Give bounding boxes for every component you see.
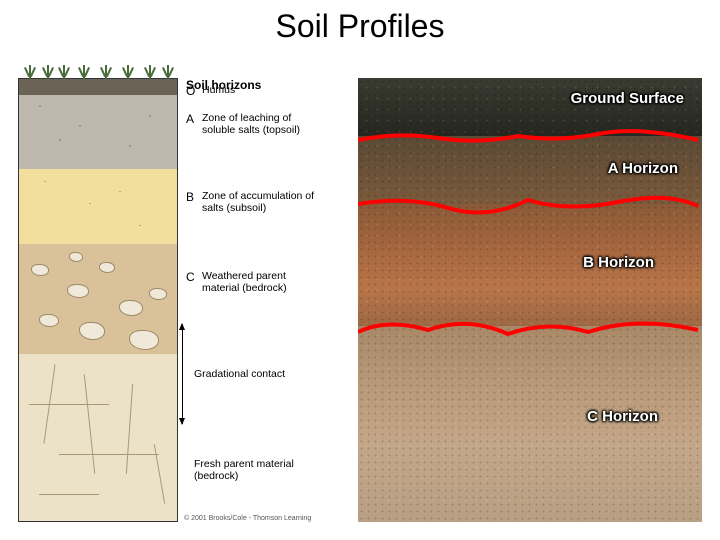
- soil-column-diagram: [18, 78, 178, 522]
- photo-label-c: C Horizon: [587, 408, 658, 425]
- layer-topsoil: [19, 95, 177, 169]
- horizon-letter: A: [186, 112, 202, 126]
- layer-weathered: [19, 244, 177, 354]
- page-title: Soil Profiles: [0, 0, 720, 45]
- boundary-line: [358, 190, 702, 220]
- photo-label-ground: Ground Surface: [571, 90, 684, 107]
- soil-photo: Ground Surface A Horizon B Horizon C Hor…: [358, 78, 702, 522]
- gradational-label: Gradational contact: [194, 368, 285, 380]
- horizon-letter: O: [186, 84, 202, 98]
- horizon-labels-column: Soil horizons O Humus A Zone of leaching…: [178, 78, 358, 522]
- photo-label-a: A Horizon: [608, 160, 678, 177]
- horizon-desc: Zone of leaching of soluble salts (topso…: [202, 112, 322, 136]
- horizon-desc: Weathered parent material (bedrock): [202, 270, 322, 294]
- plants-row: [19, 63, 177, 79]
- horizon-row-B: B Zone of accumulation of salts (subsoil…: [186, 190, 332, 214]
- horizon-row-O: O Humus: [186, 84, 235, 98]
- copyright-text: © 2001 Brooks/Cole - Thomson Learning: [184, 515, 311, 522]
- layer-humus: [19, 79, 177, 95]
- content-area: Soil horizons O Humus A Zone of leaching…: [18, 78, 702, 522]
- layer-fresh: [19, 354, 177, 521]
- gradational-arrow-icon: [182, 324, 183, 424]
- horizon-letter: B: [186, 190, 202, 204]
- horizon-row-A: A Zone of leaching of soluble salts (top…: [186, 112, 322, 136]
- boundary-line: [358, 122, 702, 152]
- gradational-text: Gradational contact: [194, 368, 285, 380]
- fresh-parent-text: Fresh parent material (bedrock): [194, 458, 304, 482]
- layer-subsoil: [19, 169, 177, 245]
- photo-label-b: B Horizon: [583, 254, 654, 271]
- fresh-parent-label: Fresh parent material (bedrock): [194, 458, 304, 482]
- horizon-desc: Zone of accumulation of salts (subsoil): [202, 190, 332, 214]
- horizon-desc: Humus: [202, 84, 235, 96]
- horizon-letter: C: [186, 270, 202, 284]
- horizon-row-C: C Weathered parent material (bedrock): [186, 270, 322, 294]
- boundary-line: [358, 310, 702, 340]
